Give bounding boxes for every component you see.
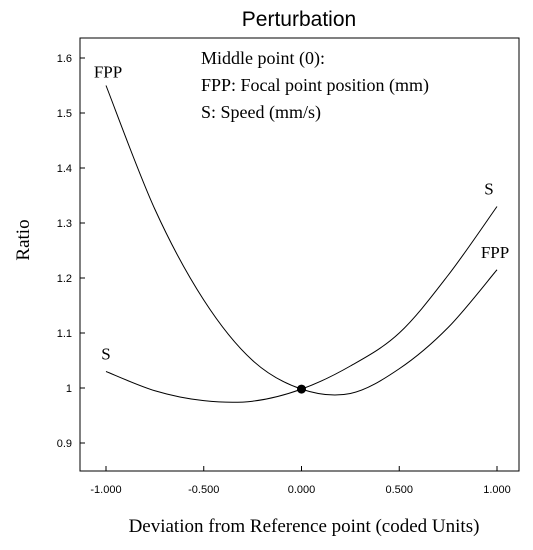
series-label-fpp-right: FPP: [481, 243, 509, 262]
x-axis-label: Deviation from Reference point (coded Un…: [129, 516, 480, 537]
y-tick-label: 1.3: [57, 218, 72, 230]
series-line-fpp: [105, 85, 498, 396]
x-tick-label: 0.500: [385, 484, 413, 496]
y-axis-label: Ratio: [13, 219, 34, 260]
x-tick-label: 0.000: [288, 484, 316, 496]
x-tick-label: 1.000: [483, 484, 511, 496]
series-label-fpp-left: FPP: [94, 63, 122, 82]
y-tick-label: 1.5: [57, 108, 72, 120]
y-tick-label: 1: [66, 383, 72, 395]
reference-point-marker: [297, 384, 306, 394]
y-tick-label: 1.4: [57, 163, 72, 175]
series-line-s: [105, 206, 498, 403]
series-label-s-left: S: [101, 345, 110, 364]
annotation-line-2: FPP: Focal point position (mm): [201, 75, 429, 96]
series-labels: FPP FPP S S: [94, 63, 509, 364]
chart-title: Perturbation: [242, 8, 356, 31]
x-axis: -1.000 -0.500 0.000 0.500 1.000: [90, 466, 511, 496]
y-tick-label: 1.1: [57, 328, 72, 340]
plot-frame: [79, 37, 520, 472]
x-tick-label: -1.000: [90, 484, 121, 496]
annotation-line-3: S: Speed (mm/s): [201, 102, 321, 123]
y-axis: 0.9 1 1.1 1.2 1.3 1.4 1.5 1.6: [57, 53, 85, 450]
annotation-line-1: Middle point (0):: [201, 48, 325, 69]
legend-annotation: Middle point (0): FPP: Focal point posit…: [201, 48, 429, 123]
x-tick-label: -0.500: [188, 484, 219, 496]
y-tick-label: 0.9: [57, 438, 72, 450]
y-tick-label: 1.6: [57, 53, 72, 65]
y-tick-label: 1.2: [57, 273, 72, 285]
series-label-s-right: S: [484, 180, 493, 199]
series-curves: [105, 85, 498, 403]
